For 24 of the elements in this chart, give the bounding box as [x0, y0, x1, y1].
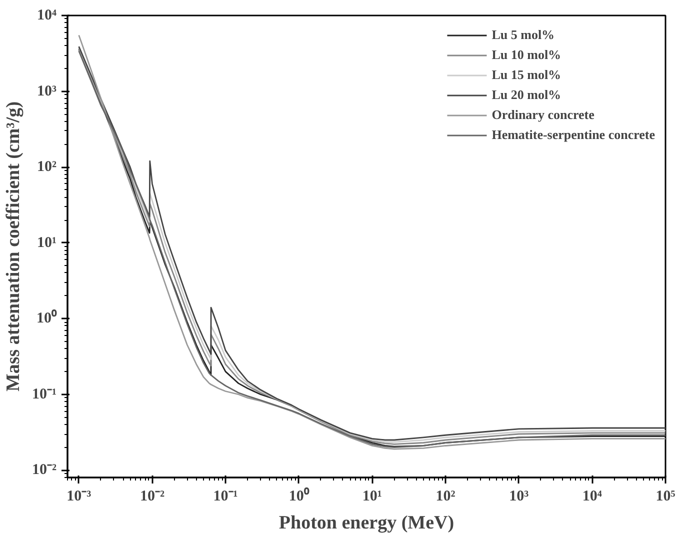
x-tick-label: 10² [436, 488, 456, 504]
y-axis-title: Mass attenuation coefficient (cm³/g) [3, 101, 24, 392]
legend-label: Lu 5 mol% [492, 27, 555, 43]
y-tick-label: 10⁻¹ [32, 386, 57, 402]
x-tick-label: 10³ [509, 488, 530, 504]
legend-label: Lu 15 mol% [492, 67, 562, 83]
x-tick-label: 10¹ [362, 488, 382, 504]
legend-label: Ordinary concrete [492, 107, 594, 123]
x-tick-label: 10⁴ [582, 488, 602, 504]
x-tick-label: 10⁰ [288, 486, 310, 504]
y-tick-label: 10³ [37, 83, 58, 100]
x-axis-title: Photon energy (MeV) [278, 512, 454, 534]
x-tick-label: 10⁻² [140, 488, 165, 504]
y-tick-label: 10² [37, 159, 58, 176]
legend-label: Lu 20 mol% [492, 87, 562, 103]
x-tick-label: 10⁻³ [66, 488, 92, 504]
y-tick-label: 10⁻² [32, 462, 58, 478]
legend-label: Hematite-serpentine concrete [492, 127, 655, 143]
x-tick-label: 10⁵ [656, 488, 676, 504]
y-tick-label: 10⁴ [37, 8, 58, 24]
y-tick-label: 10⁰ [36, 308, 58, 327]
x-tick-label: 10⁻¹ [213, 488, 238, 504]
legend-label: Lu 10 mol% [492, 47, 562, 63]
y-tick-label: 10¹ [37, 234, 57, 251]
